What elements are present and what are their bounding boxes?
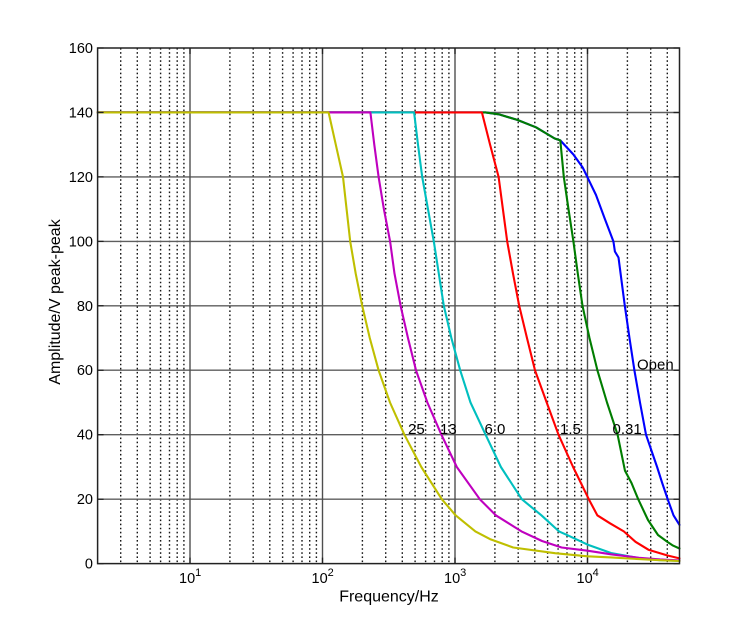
svg-text:25: 25 (408, 421, 425, 438)
svg-text:Amplitude/V peak-peak: Amplitude/V peak-peak (47, 218, 64, 384)
svg-text:80: 80 (77, 299, 93, 315)
svg-text:20: 20 (77, 492, 93, 508)
svg-text:0: 0 (85, 557, 93, 573)
svg-text:60: 60 (77, 363, 93, 379)
svg-text:Frequency/Hz: Frequency/Hz (339, 589, 439, 606)
svg-text:Open: Open (637, 357, 674, 374)
svg-text:0.31: 0.31 (613, 421, 642, 438)
svg-text:160: 160 (69, 41, 93, 57)
svg-text:120: 120 (69, 170, 93, 186)
svg-text:40: 40 (77, 428, 93, 444)
svg-text:13: 13 (440, 421, 457, 438)
svg-text:1.5: 1.5 (560, 421, 581, 438)
svg-text:100: 100 (69, 234, 93, 250)
svg-text:6.0: 6.0 (485, 421, 506, 438)
svg-text:140: 140 (69, 106, 93, 122)
